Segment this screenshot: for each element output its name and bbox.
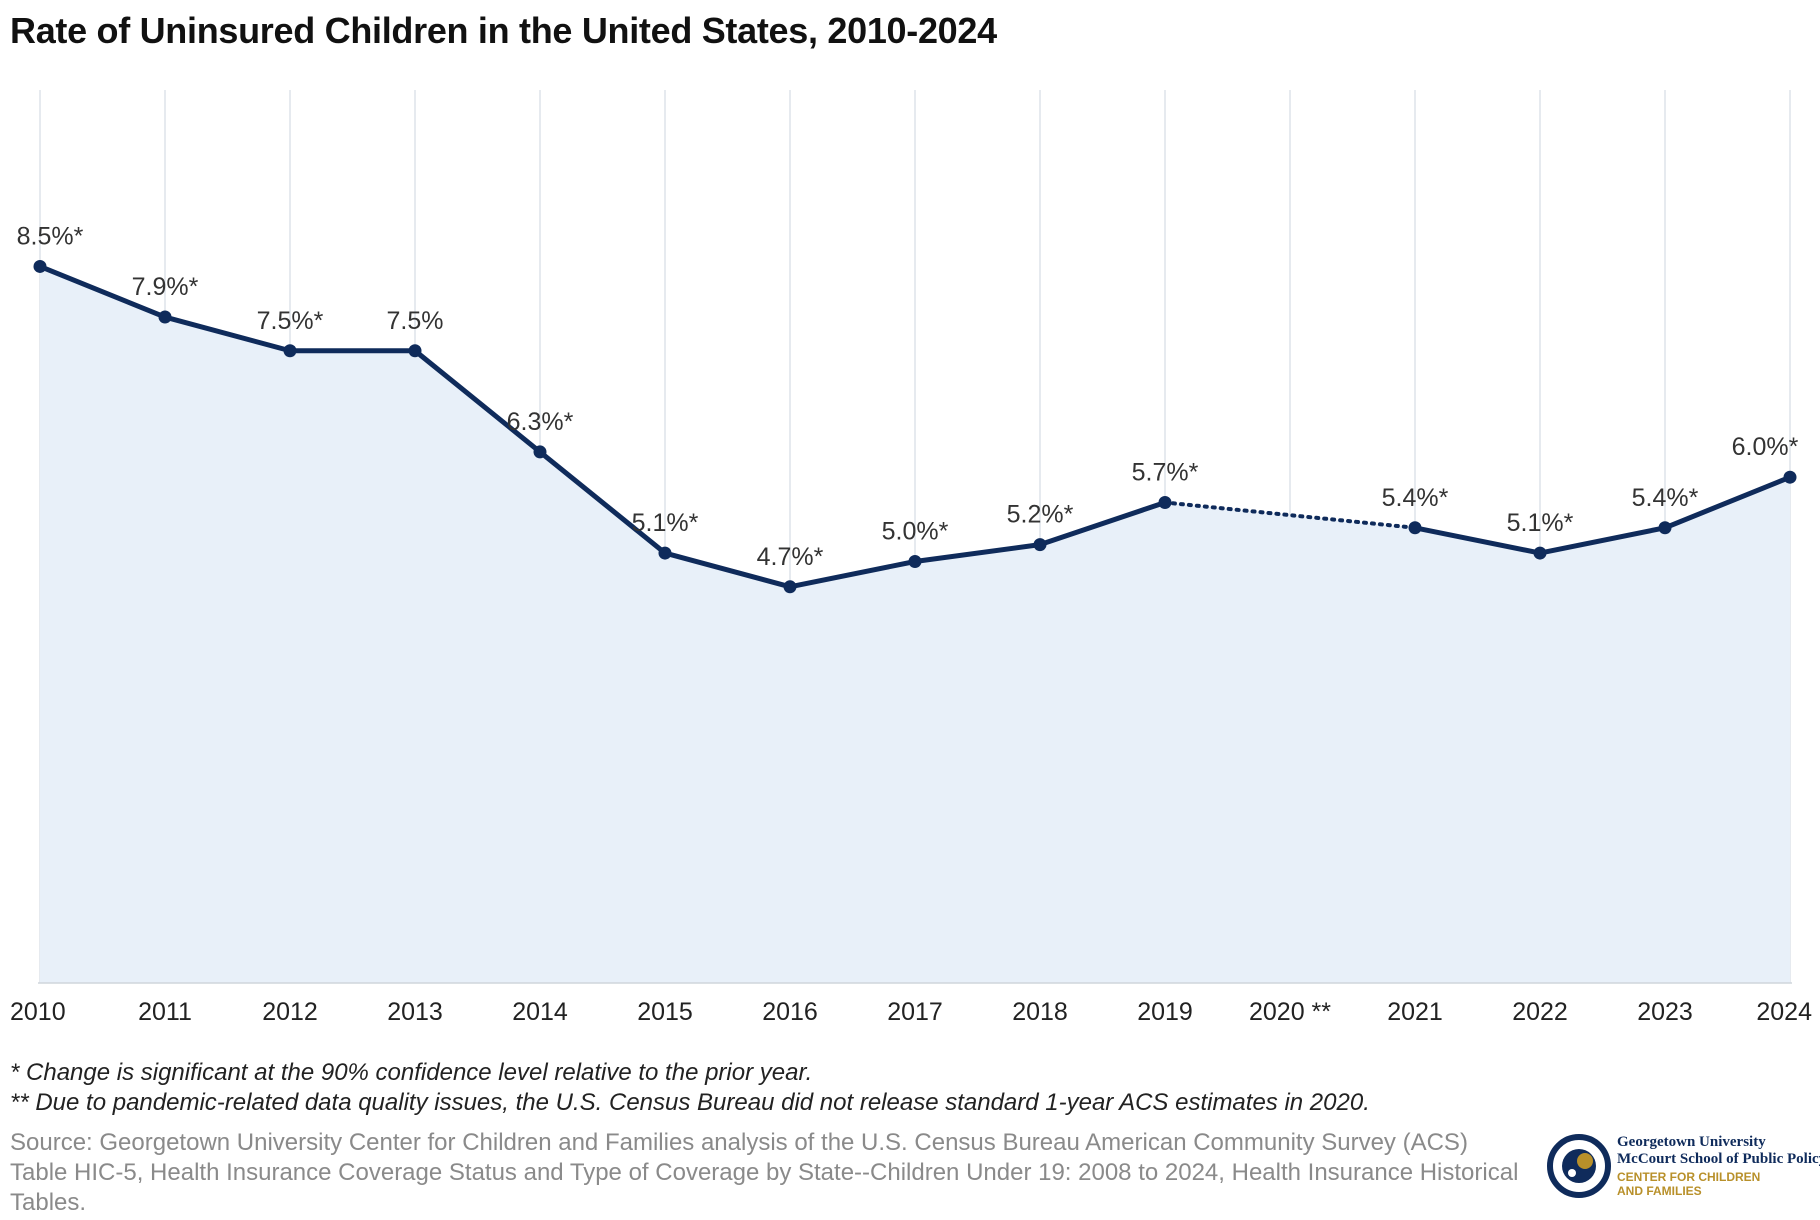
- data-point-2017: [908, 555, 922, 568]
- x-tick-2015: 2015: [637, 998, 693, 1026]
- data-label-2010: 8.5%*: [17, 222, 84, 250]
- line-chart: 8.5%* 7.9%* 7.5%* 7.5% 6.3%* 5.1%* 4.7%* 5.0%* 5…: [10, 90, 1812, 1026]
- data-point-2014: [533, 445, 547, 459]
- data-label-2011: 7.9%*: [132, 273, 199, 301]
- series-segment: [1537, 525, 1668, 556]
- footnotes: * Change is significant at the 90% confi…: [10, 1058, 1370, 1118]
- x-tick-2019: 2019: [1137, 998, 1193, 1026]
- series-segment: [787, 559, 918, 590]
- data-label-2023: 5.4%*: [1632, 484, 1699, 512]
- x-tick-2013: 2013: [387, 998, 443, 1026]
- pandemic-note: ** Due to pandemic-related data quality …: [10, 1089, 1370, 1116]
- data-label-2017: 5.0%*: [882, 518, 949, 546]
- data-label-2019: 5.7%*: [1132, 458, 1199, 486]
- data-point-2023: [1658, 521, 1672, 535]
- x-tick-2011: 2011: [138, 998, 192, 1026]
- x-tick-2018: 2018: [1012, 998, 1068, 1026]
- x-tick-2014: 2014: [512, 998, 568, 1026]
- data-point-2018: [1033, 538, 1047, 552]
- data-label-2013: 7.5%: [387, 307, 444, 335]
- x-tick-2010: 2010: [10, 998, 66, 1026]
- gap-segment-dotted: [1163, 500, 1417, 530]
- x-tick-2021: 2021: [1387, 998, 1443, 1026]
- data-point-2022: [1533, 546, 1547, 560]
- x-tick-2023: 2023: [1637, 998, 1693, 1026]
- georgetown-logo: Georgetown University McCourt School of …: [1545, 1130, 1820, 1210]
- x-tick-2017: 2017: [887, 998, 943, 1026]
- logo-line-4: AND FAMILIES: [1617, 1184, 1702, 1198]
- x-tick-2012: 2012: [262, 998, 318, 1026]
- series-segment: [912, 542, 1043, 564]
- series-segment: [1037, 499, 1168, 548]
- x-tick-2016: 2016: [762, 998, 818, 1026]
- logo-line-3: CENTER FOR CHILDREN: [1617, 1170, 1761, 1184]
- data-label-2015: 5.1%*: [632, 509, 699, 537]
- series-segment: [1662, 474, 1793, 531]
- series-segment: [37, 263, 168, 320]
- data-label-2024: 6.0%*: [1732, 433, 1799, 461]
- series-segment: [162, 314, 293, 354]
- source-note: Source: Georgetown University Center for…: [10, 1129, 1519, 1216]
- data-point-2011: [158, 310, 172, 324]
- data-labels: 8.5%* 7.9%* 7.5%* 7.5% 6.3%* 5.1%* 4.7%* 5.0%* 5…: [17, 222, 1799, 570]
- data-label-2021: 5.4%*: [1382, 484, 1449, 512]
- series-lines: [37, 263, 1793, 590]
- data-point-2012: [283, 344, 297, 358]
- series-segment: [662, 550, 793, 590]
- data-point-2019: [1158, 495, 1172, 509]
- logo-line-1: Georgetown University: [1617, 1134, 1766, 1150]
- series-segment: [412, 348, 543, 455]
- series-segment: [537, 449, 668, 556]
- series-segment: [1412, 525, 1543, 556]
- logo-emblem-icon: [1547, 1134, 1611, 1198]
- data-point-2021: [1408, 521, 1422, 535]
- x-axis-ticks: 2010 2011 2012 2013 2014 2015 2016 2017 2018 2019…: [10, 998, 1812, 1026]
- data-points: [33, 259, 1797, 594]
- data-point-2015: [658, 546, 672, 560]
- data-label-2014: 6.3%*: [507, 408, 574, 436]
- data-point-2013: [408, 344, 422, 358]
- data-label-2022: 5.1%*: [1507, 509, 1574, 537]
- x-tick-2024: 2024: [1756, 998, 1812, 1026]
- x-tick-2022: 2022: [1512, 998, 1568, 1026]
- x-tick-2020: 2020 **: [1249, 998, 1331, 1026]
- data-label-2016: 4.7%*: [757, 543, 824, 571]
- area-fill: [40, 266, 1790, 983]
- data-point-2024: [1783, 470, 1797, 484]
- data-label-2012: 7.5%*: [257, 307, 324, 335]
- data-point-2016: [783, 580, 797, 594]
- chart-title: Rate of Uninsured Children in the United…: [10, 10, 997, 51]
- data-label-2018: 5.2%*: [1007, 501, 1074, 529]
- significance-note: * Change is significant at the 90% confi…: [10, 1059, 813, 1086]
- data-point-2010: [33, 259, 47, 273]
- logo-line-2: McCourt School of Public Policy: [1617, 1151, 1820, 1167]
